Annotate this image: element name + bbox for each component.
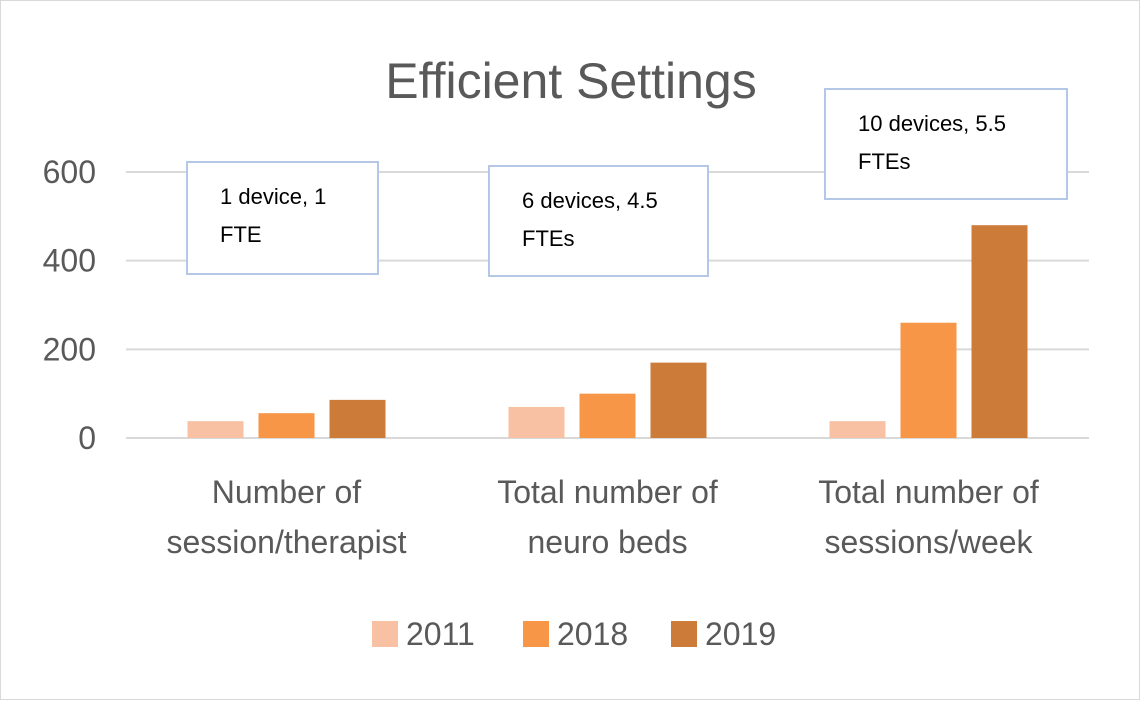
bar-2019: [650, 362, 707, 438]
legend-label: 2018: [557, 616, 628, 652]
annotation-text: 10 devices, 5.5: [858, 111, 1006, 136]
annotation-box: [824, 88, 1068, 200]
annotation-text: FTE: [220, 222, 262, 247]
bar-2011: [508, 406, 565, 438]
category-label: sessions/week: [824, 524, 1033, 560]
category-label: session/therapist: [166, 524, 406, 560]
legend-swatch: [671, 621, 697, 647]
annotation-box: [488, 165, 709, 277]
annotation-text: FTEs: [858, 149, 911, 174]
x-axis-categories: Number of session/therapist Total number o…: [166, 474, 1038, 560]
annotation-text: 1 device, 1: [220, 184, 326, 209]
bar-2018: [900, 322, 957, 438]
bar-2011: [829, 421, 886, 438]
y-tick-label: 600: [43, 154, 96, 190]
bar-2019: [329, 399, 386, 438]
annotation-text: FTEs: [522, 226, 575, 251]
annotation-text: 6 devices, 4.5: [522, 188, 658, 213]
category-label: Number of: [212, 474, 362, 510]
bar-2011: [187, 421, 244, 438]
bars: [187, 225, 1028, 438]
legend-label: 2011: [406, 616, 475, 652]
y-tick-label: 400: [43, 243, 96, 279]
legend-swatch: [523, 621, 549, 647]
category-label: Total number of: [818, 474, 1039, 510]
y-tick-label: 200: [43, 331, 96, 367]
legend: 2011 2018 2019: [372, 616, 776, 652]
bar-2019: [971, 225, 1028, 438]
legend-label: 2019: [705, 616, 776, 652]
chart-title: Efficient Settings: [385, 53, 757, 109]
y-tick-label: 0: [78, 420, 96, 456]
legend-swatch: [372, 621, 398, 647]
annotation-box: [186, 161, 379, 275]
category-label: Total number of: [497, 474, 718, 510]
annotations: 1 device, 1 FTE 6 devices, 4.5 FTEs 10 devic…: [186, 88, 1068, 277]
bar-2018: [579, 393, 636, 438]
category-label: neuro beds: [527, 524, 687, 560]
y-axis-ticks: 0 200 400 600: [43, 154, 96, 456]
bar-2018: [258, 413, 315, 438]
